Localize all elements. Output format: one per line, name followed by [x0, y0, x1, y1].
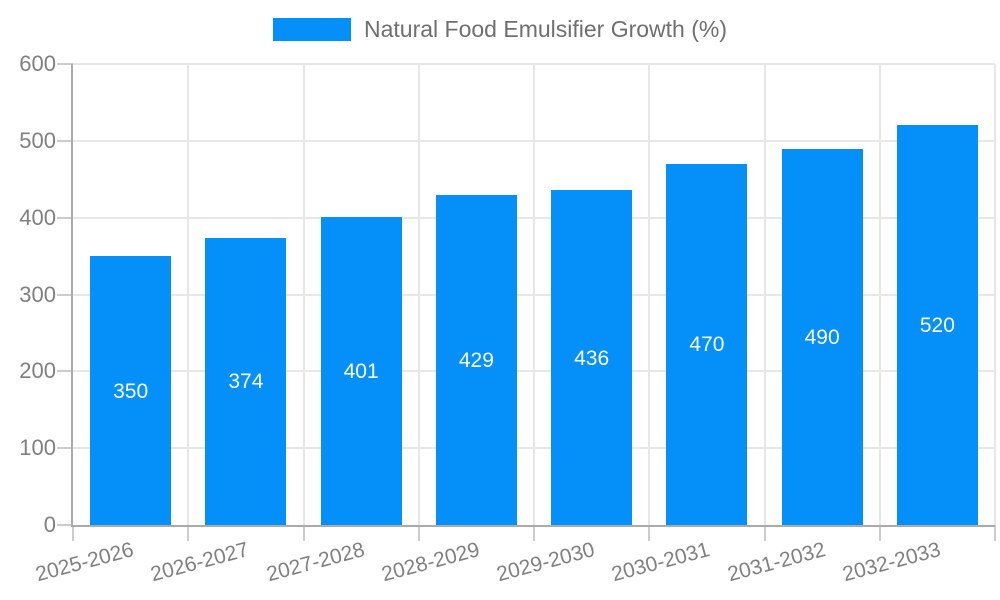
bar-value-label: 374 [228, 370, 264, 394]
legend-swatch [273, 18, 351, 41]
v-gridline [763, 64, 766, 525]
bar-value-label: 490 [804, 325, 840, 349]
y-axis-tick [57, 139, 73, 142]
x-axis-tick [763, 525, 766, 541]
y-tick-label: 200 [19, 358, 56, 384]
v-gridline [533, 64, 535, 525]
x-axis-tick [187, 525, 190, 541]
x-axis-tick [648, 525, 651, 541]
y-tick-label: 600 [19, 51, 56, 76]
bar-value-label: 350 [113, 379, 149, 403]
x-axis-line [71, 525, 995, 527]
v-gridline [187, 64, 190, 525]
y-axis-tick [57, 293, 73, 296]
y-axis-tick [57, 524, 73, 526]
y-axis-tick [57, 370, 73, 373]
v-gridline [878, 64, 881, 525]
x-tick-label: 2028-2029 [379, 538, 483, 587]
v-gridline [417, 64, 420, 525]
y-tick-label: 0 [43, 512, 56, 537]
bar [320, 216, 402, 525]
bar-value-label: 429 [458, 349, 494, 373]
x-tick-label: 2031-2032 [724, 538, 828, 587]
bar [435, 195, 517, 525]
bar [666, 163, 748, 525]
x-axis-tick [533, 525, 535, 541]
bar [896, 125, 978, 525]
x-axis-tick [72, 525, 74, 541]
x-tick-label: 2027-2028 [263, 538, 367, 587]
x-tick-label: 2030-2031 [609, 538, 713, 587]
x-axis-tick [878, 525, 881, 541]
bar [90, 256, 172, 525]
bar-value-label: 401 [343, 359, 379, 383]
x-tick-label: 2025-2026 [33, 538, 137, 587]
bar-value-label: 520 [919, 314, 955, 338]
bar [205, 237, 287, 525]
x-tick-label: 2026-2027 [148, 538, 252, 587]
legend-label: Natural Food Emulsifier Growth (%) [364, 16, 727, 42]
y-axis-tick [57, 63, 73, 65]
y-tick-label: 400 [19, 204, 56, 230]
bar [551, 190, 633, 525]
y-axis-tick [57, 216, 73, 219]
x-axis-tick [302, 525, 305, 541]
chart-legend: Natural Food Emulsifier Growth (%) [0, 16, 1000, 43]
x-axis-tick [417, 525, 420, 541]
v-gridline [302, 64, 305, 525]
x-tick-label: 2029-2030 [494, 538, 598, 587]
y-axis-tick [57, 447, 73, 450]
v-gridline [648, 64, 651, 525]
bar-value-label: 470 [689, 333, 725, 357]
y-axis-line [71, 64, 73, 525]
v-gridline [994, 64, 996, 525]
y-tick-label: 100 [19, 435, 56, 461]
x-tick-label: 2032-2033 [840, 538, 944, 587]
x-axis-tick [994, 525, 996, 541]
bar [781, 148, 863, 525]
y-tick-label: 500 [19, 127, 56, 153]
y-tick-label: 300 [19, 281, 56, 307]
bar-value-label: 436 [574, 346, 610, 370]
